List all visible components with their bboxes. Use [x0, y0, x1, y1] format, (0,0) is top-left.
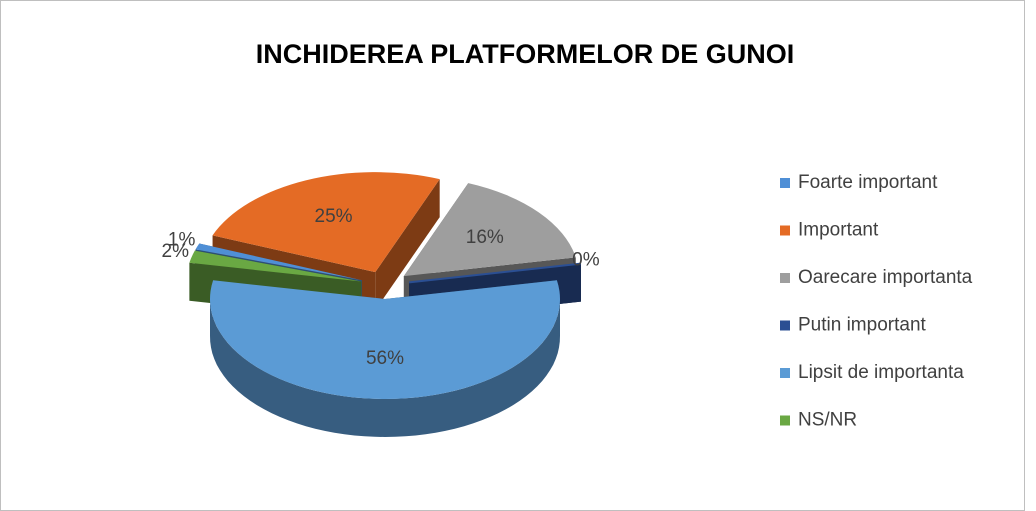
legend-marker — [780, 273, 790, 283]
slice-wall — [375, 179, 440, 311]
data-label: 25% — [315, 206, 353, 227]
legend-label: Foarte important — [798, 172, 938, 193]
legend-marker — [780, 320, 790, 331]
slice-side — [210, 297, 560, 437]
pie-slice — [189, 250, 362, 282]
pie-slice — [212, 172, 440, 273]
data-label: 0% — [572, 249, 600, 270]
pie-tops — [189, 172, 582, 399]
pie-slice — [408, 262, 582, 284]
pie-slice — [209, 280, 560, 399]
pie-slice — [195, 243, 362, 281]
legend-label: NS/NR — [798, 410, 857, 431]
legend-marker — [780, 225, 790, 236]
legend-marker — [780, 178, 790, 188]
data-label: 1% — [168, 229, 196, 250]
chart-title: INCHIDEREA PLATFORMELOR DE GUNOI — [256, 39, 795, 69]
data-label: 2% — [162, 241, 190, 262]
legend-label: Important — [798, 220, 879, 241]
data-label: 56% — [366, 348, 404, 369]
data-label: 16% — [466, 227, 504, 248]
legend-marker — [780, 415, 790, 426]
pie-slice — [403, 183, 576, 277]
legend-label: Lipsit de importanta — [798, 362, 964, 383]
legend-label: Oarecare importanta — [798, 267, 973, 288]
legend-label: Putin important — [798, 315, 927, 336]
legend-marker — [780, 368, 790, 378]
